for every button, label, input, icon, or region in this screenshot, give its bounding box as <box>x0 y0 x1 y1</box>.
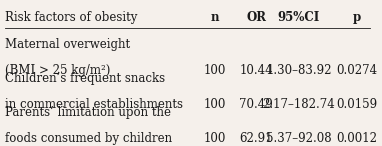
Text: p: p <box>353 11 361 24</box>
Text: foods consumed by children: foods consumed by children <box>5 132 172 145</box>
Text: 1.30–83.92: 1.30–83.92 <box>266 64 332 77</box>
Text: 10.44: 10.44 <box>240 64 273 77</box>
Text: 2.17–182.74: 2.17–182.74 <box>262 98 335 111</box>
Text: (BMI > 25 kg/m²): (BMI > 25 kg/m²) <box>5 64 110 77</box>
Text: Maternal overweight: Maternal overweight <box>5 38 130 51</box>
Text: 0.0012: 0.0012 <box>336 132 377 145</box>
Text: 95%CI: 95%CI <box>278 11 320 24</box>
Text: Parents’ limitation upon the: Parents’ limitation upon the <box>5 106 171 119</box>
Text: 100: 100 <box>204 98 227 111</box>
Text: Risk factors of obesity: Risk factors of obesity <box>5 11 138 24</box>
Text: 100: 100 <box>204 64 227 77</box>
Text: 5.37–92.08: 5.37–92.08 <box>266 132 332 145</box>
Text: 0.0159: 0.0159 <box>336 98 377 111</box>
Text: 0.0274: 0.0274 <box>336 64 377 77</box>
Text: Children’s frequent snacks: Children’s frequent snacks <box>5 72 165 85</box>
Text: 70.49: 70.49 <box>239 98 273 111</box>
Text: 62.91: 62.91 <box>240 132 273 145</box>
Text: OR: OR <box>246 11 266 24</box>
Text: n: n <box>211 11 220 24</box>
Text: 100: 100 <box>204 132 227 145</box>
Text: in commercial establishments: in commercial establishments <box>5 98 183 111</box>
